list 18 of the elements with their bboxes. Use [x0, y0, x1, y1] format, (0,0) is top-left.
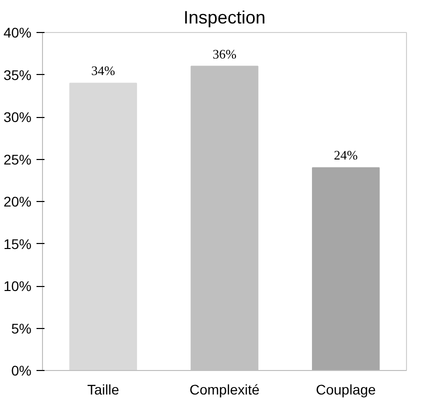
x-tick-label: Couplage [316, 382, 376, 398]
x-tick-label: Complexité [189, 382, 260, 398]
x-tick-label: Taille [87, 382, 120, 398]
y-tick-label: 25% [3, 151, 32, 168]
data-label: 34% [91, 63, 116, 78]
y-tick-label: 35% [3, 66, 32, 83]
bar [312, 167, 380, 370]
chart-title: Inspection [183, 8, 266, 28]
y-tick-label: 10% [3, 278, 32, 294]
data-label: 36% [212, 46, 237, 62]
y-tick-label: 0% [11, 362, 32, 378]
y-tick-label: 5% [11, 320, 32, 336]
bar [69, 82, 138, 370]
y-tick-label: 30% [3, 109, 32, 125]
y-tick-label: 40% [3, 24, 32, 40]
y-tick-label: 15% [3, 236, 32, 252]
data-label: 24% [334, 148, 358, 163]
y-tick-label: 20% [3, 194, 32, 210]
